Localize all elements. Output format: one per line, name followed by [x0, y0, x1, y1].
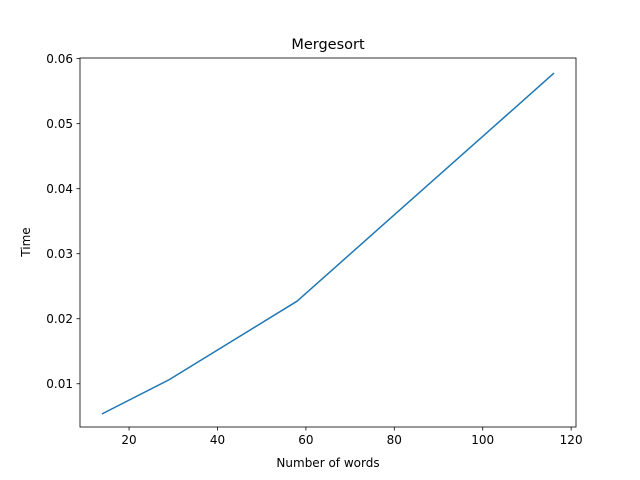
x-axis-label: Number of words: [276, 456, 379, 470]
x-tick-label: 80: [387, 433, 402, 447]
axes-frame: [79, 57, 577, 428]
y-tick-label: 0.04: [46, 182, 73, 196]
x-tick-label: 120: [560, 433, 583, 447]
y-tick-label: 0.06: [46, 52, 73, 66]
y-tick-label: 0.02: [46, 312, 73, 326]
x-tick-label: 60: [298, 433, 313, 447]
x-tick-label: 40: [210, 433, 225, 447]
chart-title: Mergesort: [291, 37, 365, 53]
y-tick-label: 0.03: [46, 247, 73, 261]
series-line-0: [101, 72, 555, 415]
plot-area: 20 40 60 80 100 120 0.01 0.02 0.03 0.04 0.05 0.06: [46, 52, 582, 447]
x-tick-label: 20: [121, 433, 136, 447]
y-tick-label: 0.05: [46, 117, 73, 131]
x-tick-label: 100: [471, 433, 494, 447]
y-axis-label: Time: [19, 227, 33, 257]
y-tick-label: 0.01: [46, 377, 73, 391]
